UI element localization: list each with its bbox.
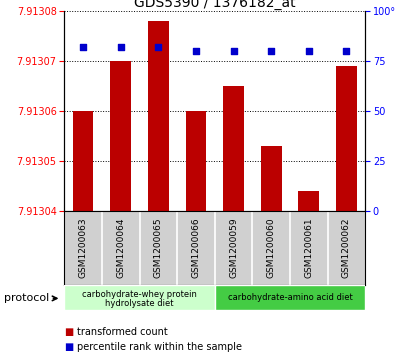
Text: transformed count: transformed count [77, 327, 168, 337]
Bar [215, 285, 365, 310]
Text: GSM1200066: GSM1200066 [191, 217, 200, 278]
Text: carbohydrate-whey protein: carbohydrate-whey protein [82, 290, 197, 299]
Bar [186, 111, 206, 211]
Bar [73, 111, 93, 211]
Text: GSM1200065: GSM1200065 [154, 217, 163, 278]
Bar [148, 21, 168, 211]
Bar [110, 61, 131, 211]
Point [343, 48, 350, 54]
Point [230, 48, 237, 54]
Point [193, 48, 199, 54]
Point [155, 44, 162, 50]
Text: ■: ■ [64, 327, 73, 337]
Text: GSM1200064: GSM1200064 [116, 217, 125, 278]
Title: GDS5390 / 1376182_at: GDS5390 / 1376182_at [134, 0, 295, 10]
Bar [336, 66, 357, 211]
Text: carbohydrate-amino acid diet: carbohydrate-amino acid diet [227, 293, 352, 302]
Text: hydrolysate diet: hydrolysate diet [105, 299, 174, 308]
Text: percentile rank within the sample: percentile rank within the sample [77, 342, 242, 352]
Bar [223, 86, 244, 211]
Bar [261, 146, 281, 211]
Text: GSM1200063: GSM1200063 [78, 217, 88, 278]
Text: GSM1200062: GSM1200062 [342, 217, 351, 278]
Text: ■: ■ [64, 342, 73, 352]
Text: protocol: protocol [4, 293, 49, 303]
Text: GSM1200060: GSM1200060 [267, 217, 276, 278]
Text: GSM1200061: GSM1200061 [304, 217, 313, 278]
Bar [298, 191, 319, 211]
Point [80, 44, 86, 50]
Point [268, 48, 274, 54]
Bar [64, 285, 215, 310]
Text: GSM1200059: GSM1200059 [229, 217, 238, 278]
Point [117, 44, 124, 50]
Point [305, 48, 312, 54]
